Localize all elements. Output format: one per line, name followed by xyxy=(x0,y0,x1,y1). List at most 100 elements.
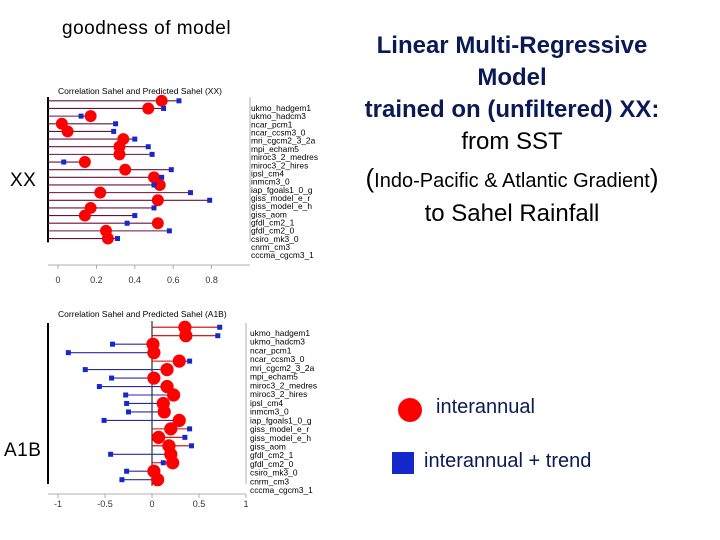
legend-trend-label: interannual + trend xyxy=(424,450,592,472)
xx-category-label: cccma_cgcm3_1 xyxy=(251,250,314,260)
a1b-category-label: gfdl_cm2_1 xyxy=(250,450,294,460)
xx-category-label: miroc3_2_hires xyxy=(251,160,308,170)
xx-category-label: giss_aom xyxy=(251,209,287,219)
a1b-category-label: ncar_pcm1 xyxy=(250,345,292,355)
xx-category-label: ncar_pcm1 xyxy=(251,119,293,129)
a1b-category-label: ncar_ccsm3_0 xyxy=(250,354,305,364)
xx-square-point xyxy=(207,197,213,203)
a1b-circle-point xyxy=(172,354,186,368)
xx-circle-point xyxy=(142,102,155,115)
xx-square-point xyxy=(151,205,157,211)
a1b-category-label: csiro_mk3_0 xyxy=(250,468,298,478)
xx-category-label: miroc3_2_medres xyxy=(251,152,318,162)
xx-category-label: gfdl_cm2_0 xyxy=(251,226,295,236)
xx-category-label: iap_fgoals1_0_g xyxy=(251,185,313,195)
a1b-chart-title: Correlation Sahel and Predicted Sahel (A… xyxy=(58,309,227,319)
a1b-circle-point xyxy=(147,346,161,360)
a1b-square-point xyxy=(217,324,223,330)
a1b-square-point xyxy=(108,451,114,457)
xx-square-point xyxy=(166,228,172,234)
a1b-category-label: ukmo_hadcm3 xyxy=(250,337,305,347)
xx-tick-label: 0.2 xyxy=(90,275,103,285)
a1b-category-label: mpi_echam5 xyxy=(250,372,298,382)
a1b-circle-point xyxy=(160,362,174,377)
xx-square-point xyxy=(149,151,155,157)
xx-circle-point xyxy=(153,179,166,191)
a1b-square-point xyxy=(96,384,102,390)
xx-square-point xyxy=(161,105,167,111)
a1b-category-label: giss_aom xyxy=(250,441,286,451)
a1b-category-label: inmcm3_0 xyxy=(250,407,289,417)
a1b-circle-point xyxy=(157,405,171,419)
a1b-category-label: giss_model_e_r xyxy=(250,424,309,434)
xx-square-point xyxy=(159,174,165,180)
a1b-square-point xyxy=(101,417,107,423)
xx-square-point xyxy=(176,98,182,104)
xx-square-point xyxy=(187,190,193,196)
xx-square-point xyxy=(78,113,84,119)
a1b-circle-point xyxy=(147,371,161,385)
xx-category-label: csiro_mk3_0 xyxy=(251,234,299,244)
title-line-3: trained on (unfiltered) XX: xyxy=(364,96,660,123)
a1b-square-point xyxy=(109,375,115,381)
legend-interannual-label: interannual xyxy=(436,396,535,418)
a1b-square-point xyxy=(215,333,221,339)
xx-circle-point xyxy=(78,156,91,168)
xx-square-point xyxy=(124,220,130,226)
a1b-circle-point xyxy=(172,413,186,428)
xx-circle-point xyxy=(119,163,132,176)
xx-category-label: giss_model_e_h xyxy=(251,201,312,211)
a1b-square-point xyxy=(110,341,116,347)
a1b-square-point xyxy=(119,477,125,483)
a1b-circle-point xyxy=(166,456,180,470)
xx-category-label: mpi_echam5 xyxy=(251,144,299,154)
xx-category-label: mri_cgcm2_3_2a xyxy=(251,136,316,146)
xx-circle-point xyxy=(155,94,168,107)
title-line-4: from SST xyxy=(461,128,563,155)
a1b-square-point xyxy=(126,409,131,415)
a1b-square-point xyxy=(82,367,88,373)
a1b-row-label: A1B xyxy=(4,440,42,461)
xx-square-point xyxy=(151,182,157,188)
a1b-category-label: cccma_cgcm3_1 xyxy=(250,485,313,495)
xx-square-point xyxy=(132,136,138,142)
xx-category-label: inmcm3_0 xyxy=(251,177,290,187)
title-line-1: Linear Multi-Regressive xyxy=(376,32,648,59)
xx-category-label: ipsl_cm4 xyxy=(251,168,284,178)
xx-circle-point xyxy=(94,186,107,199)
a1b-square-point xyxy=(124,400,130,406)
a1b-circle-point xyxy=(151,473,165,487)
a1b-left-axis xyxy=(47,323,49,484)
a1b-square-point xyxy=(160,460,166,466)
a1b-circle-point xyxy=(151,430,166,444)
a1b-category-label: ukmo_hadgem1 xyxy=(250,328,310,338)
xx-square-point xyxy=(145,144,151,150)
xx-circle-point xyxy=(151,217,164,230)
xx-square-point xyxy=(111,128,117,134)
a1b-square-point xyxy=(188,443,194,449)
a1b-tick-label: -0.5 xyxy=(97,499,113,509)
a1b-category-label: gfdl_cm2_0 xyxy=(250,459,294,469)
xx-tick-label: 0.6 xyxy=(167,275,180,285)
title-line-2: Model xyxy=(477,64,547,91)
a1b-circle-point xyxy=(167,388,181,402)
a1b-category-label: miroc3_2_medres xyxy=(250,380,317,390)
xx-circle-point xyxy=(113,148,126,161)
xx-chart-title: Correlation Sahel and Predicted Sahel (X… xyxy=(58,86,222,96)
xx-square-point xyxy=(61,159,67,165)
a1b-tick-label: -1 xyxy=(54,499,62,509)
xx-circle-point xyxy=(151,194,164,207)
a1b-square-point xyxy=(65,350,71,356)
a1b-category-label: ipsl_cm4 xyxy=(250,398,283,408)
xx-category-label: ukmo_hadgem1 xyxy=(251,103,311,113)
a1b-square-point xyxy=(187,358,193,364)
xx-square-point xyxy=(168,167,174,173)
xx-row-label: XX xyxy=(10,170,37,191)
a1b-tick-label: 1 xyxy=(243,499,248,509)
a1b-category-label: iap_fgoals1_0_g xyxy=(250,415,312,425)
xx-tick-label: 0.4 xyxy=(129,275,142,285)
a1b-category-label: giss_model_e_h xyxy=(250,433,311,443)
xx-circle-point xyxy=(84,110,97,123)
xx-category-label: ncar_ccsm3_0 xyxy=(251,128,306,138)
xx-square-point xyxy=(113,121,119,127)
